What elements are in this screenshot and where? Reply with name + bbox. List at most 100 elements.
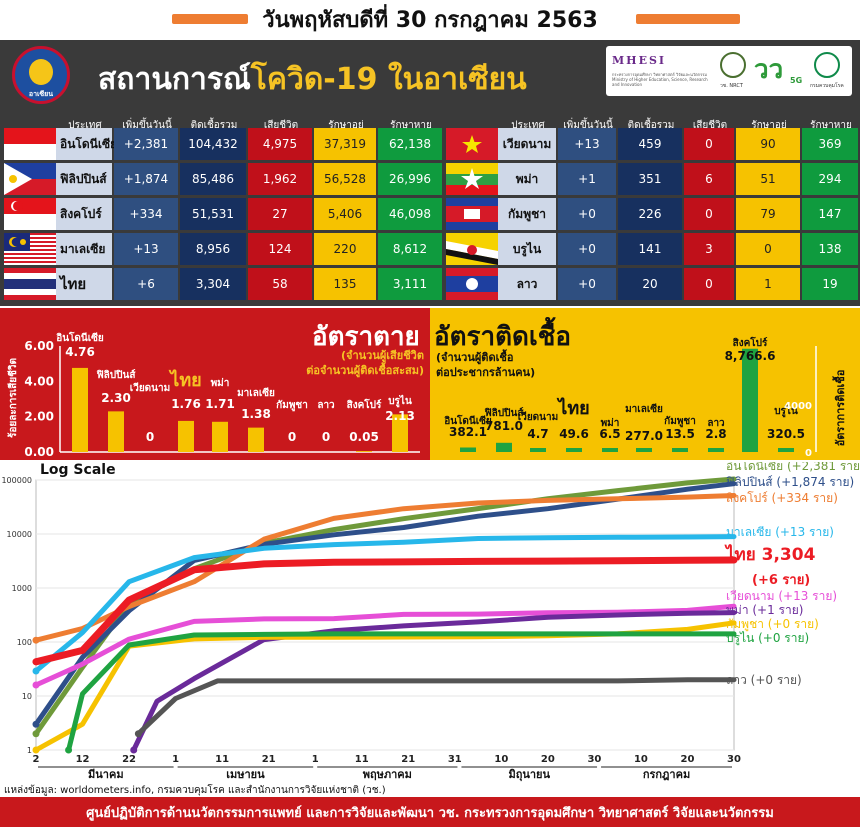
category-label: สิงคโปร์ xyxy=(733,336,768,349)
left-row-thailand-country: ไทย xyxy=(56,268,112,300)
x-tick-label: 11 xyxy=(215,754,229,765)
subtitle-line: (จำนวนผู้ติดเชื้อ xyxy=(436,351,514,364)
series-label: พม่า (+1 ราย) xyxy=(726,603,803,617)
bar-4 xyxy=(212,421,228,452)
main-title: สถานการณ์โควิด-19 ในอาเซียน xyxy=(98,62,527,97)
subtitle-line: ต่อประชากรล้านคน) xyxy=(436,366,536,379)
series-start-marker-4 xyxy=(32,658,40,666)
y-axis-label: ร้อยละการเสียชีวิต xyxy=(7,358,19,438)
left-row-philippines-new: +1,874 xyxy=(114,163,178,195)
data-source: แหล่งข้อมูล: worldometers.info, กรมควบคุ… xyxy=(4,785,386,796)
series-line-6 xyxy=(131,610,737,753)
bar-5 xyxy=(636,448,652,452)
category-label: พม่า xyxy=(211,377,230,389)
value-label: 2.13 xyxy=(385,409,415,423)
month-label: มิถุนายน xyxy=(508,768,550,782)
asean-logo: อาเซียน xyxy=(12,46,70,104)
left-row-philippines-deaths: 1,962 xyxy=(248,163,312,195)
category-label: มาเลเซีย xyxy=(625,403,663,415)
infection-rate-chart: อินโดนีเซีย382.1ฟิลิปปินส์781.0เวียดนาม4… xyxy=(444,336,847,459)
category-label: อินโดนีเซีย xyxy=(56,331,104,344)
category-label: บรูไน xyxy=(388,394,412,408)
value-label: 320.5 xyxy=(767,427,805,441)
series-start-marker-1 xyxy=(32,720,40,728)
infection-rate-title: อัตราติดเชื้อ xyxy=(434,322,571,352)
bar-5 xyxy=(248,427,264,452)
category-label: บรูไน xyxy=(774,404,798,418)
right-header-country: ประเทศ xyxy=(511,120,545,131)
x-tick-label: 12 xyxy=(76,754,90,765)
category-label: มาเลเซีย xyxy=(237,387,275,399)
left-header-new: เพิ่มขึ้นวันนี้ xyxy=(122,120,172,131)
series-start-marker-5 xyxy=(32,681,40,689)
category-label: เวียดนาม xyxy=(518,411,558,423)
flag-myanmar xyxy=(446,163,498,195)
category-label: ฟิลิปปินส์ xyxy=(484,407,524,419)
right-row-vietnam-total: 459 xyxy=(618,128,682,160)
right-row-brunei-treating: 0 xyxy=(736,233,800,265)
y-tick-label: 2.00 xyxy=(24,410,54,424)
right-row-myanmar-recovered: 294 xyxy=(802,163,858,195)
value-label: 0 xyxy=(146,430,154,444)
y-tick-label: 1 xyxy=(27,746,32,755)
value-label: 4.7 xyxy=(527,427,548,441)
infection-rate-section xyxy=(430,308,860,460)
series-label: สิงคโปร์ (+334 ราย) xyxy=(726,491,838,505)
series-line-5 xyxy=(33,603,737,688)
death-rate-chart: 0.00 2.00 4.00 6.00 ร้อยละการเสียชีวิต อินโดน… xyxy=(7,331,420,459)
5g-label: 5G xyxy=(790,76,803,85)
right-row-brunei-deaths: 3 xyxy=(684,233,734,265)
category-label: พม่า xyxy=(601,417,620,429)
flag-brunei xyxy=(446,233,498,265)
right-row-brunei-total: 141 xyxy=(618,233,682,265)
bar-8 xyxy=(356,451,372,452)
left-row-malaysia-total: 8,956 xyxy=(180,233,246,265)
left-row-indonesia-recovered: 62,138 xyxy=(378,128,442,160)
flag-malaysia xyxy=(4,233,56,265)
series-label: ลาว (+0 ราย) xyxy=(726,673,802,687)
right-row-cambodia-country: กัมพูชา xyxy=(498,198,556,230)
series-label: ไทย 3,304 xyxy=(724,544,816,565)
right-row-myanmar-total: 351 xyxy=(618,163,682,195)
value-label: 0 xyxy=(288,430,296,444)
page-date: วันพฤหัสบดีที่ 30 กรกฎาคม 2563 xyxy=(262,8,598,33)
x-tick-label: 10 xyxy=(494,754,508,765)
left-row-indonesia-total: 104,432 xyxy=(180,128,246,160)
right-row-cambodia-total: 226 xyxy=(618,198,682,230)
flag-laos xyxy=(446,268,498,300)
series-start-marker-0 xyxy=(32,730,40,738)
y-tick-label: 6.00 xyxy=(24,339,54,353)
title-dash-right xyxy=(636,14,740,24)
category-label: เวียดนาม xyxy=(130,382,170,394)
nrct-logo xyxy=(720,52,746,78)
right-row-cambodia-treating: 79 xyxy=(736,198,800,230)
series-label: อินโดนีเซีย (+2,381 ราย) xyxy=(726,462,860,473)
x-tick-label: 22 xyxy=(122,754,136,765)
left-row-malaysia-country: มาเลเซีย xyxy=(56,233,112,265)
bar-0 xyxy=(460,447,476,452)
partner-logos: MHESI กระทรวงการอุดมศึกษา วิทยาศาสตร์ วิ… xyxy=(606,46,852,96)
subtitle-line: (จำนวนผู้เสียชีวิต xyxy=(340,349,424,362)
month-label: เมษายน xyxy=(226,768,265,781)
left-row-indonesia-treating: 37,319 xyxy=(314,128,376,160)
right-row-brunei-recovered: 138 xyxy=(802,233,858,265)
bar-9 xyxy=(392,414,408,452)
series-start-marker-2 xyxy=(32,636,40,644)
left-row-philippines-country: ฟิลิปปินส์ xyxy=(56,163,112,195)
infection-rate-subtitle: (จำนวนผู้ติดเชื้อต่อประชากรล้านคน) xyxy=(436,350,596,380)
bar-1 xyxy=(496,442,512,452)
right-row-laos-deaths: 0 xyxy=(684,268,734,300)
nrct-label: วช. NRCT xyxy=(720,83,743,89)
left-row-singapore-new: +334 xyxy=(114,198,178,230)
left-row-philippines-recovered: 26,996 xyxy=(378,163,442,195)
right-row-vietnam-country: เวียดนาม xyxy=(498,128,556,160)
series-line-8 xyxy=(66,631,737,753)
bar-8 xyxy=(742,348,758,452)
series-line-4 xyxy=(32,556,738,666)
flag-singapore xyxy=(4,198,56,230)
x-tick-label: 21 xyxy=(401,754,415,765)
y-tick-label: 0 xyxy=(805,448,812,459)
category-label: กัมพูชา xyxy=(664,415,696,428)
left-row-singapore-treating: 5,406 xyxy=(314,198,376,230)
